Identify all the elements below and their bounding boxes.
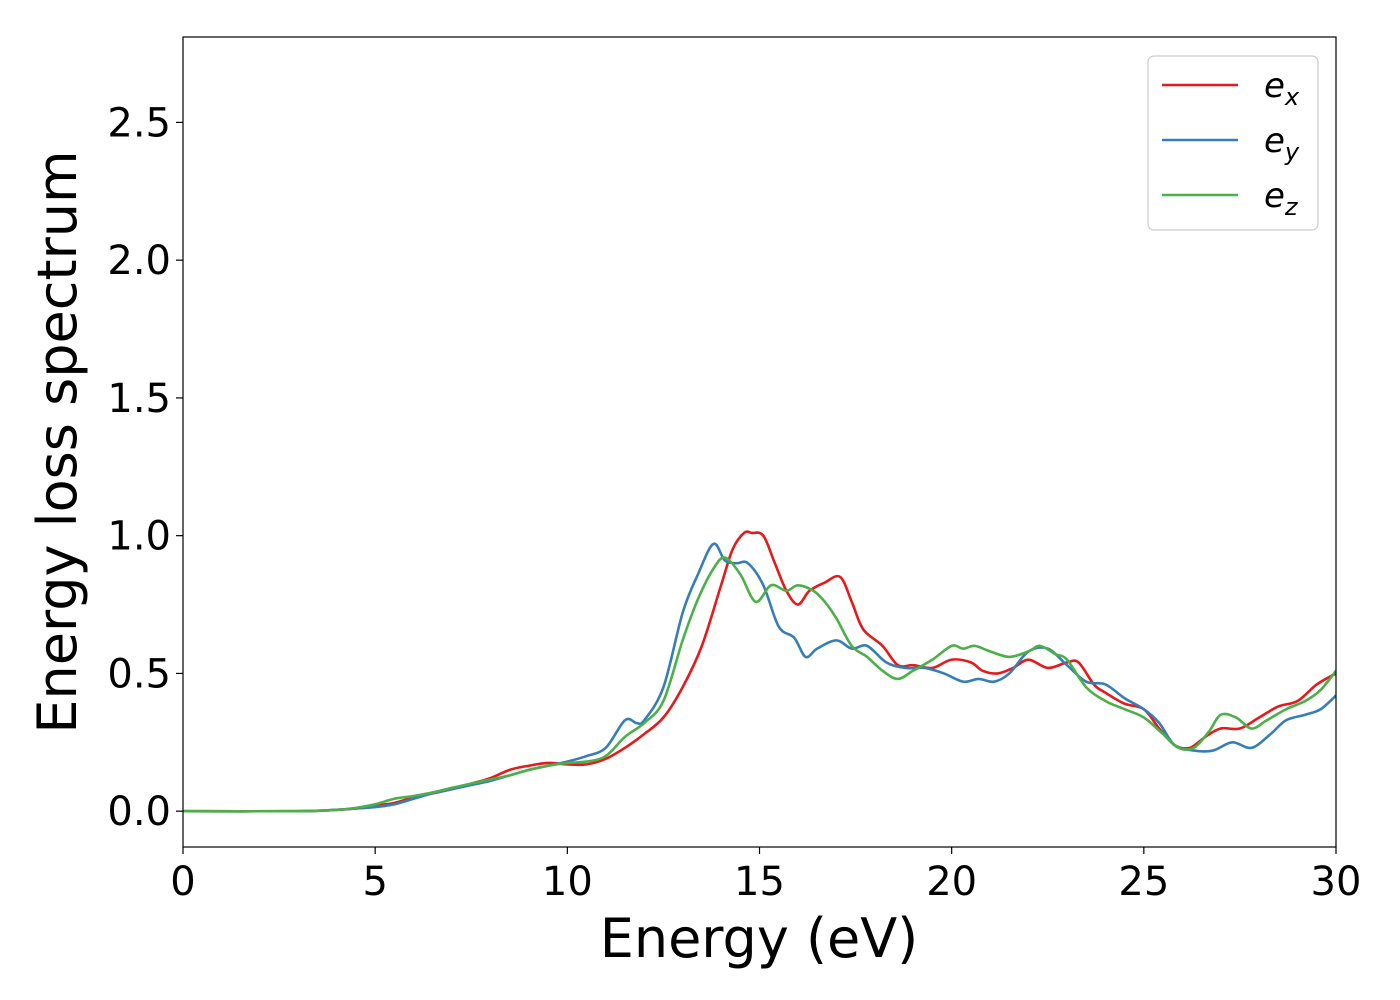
legend-label-e-x: ex — [1264, 66, 1300, 111]
series-line-e-x — [183, 530, 1336, 813]
y-tick-label: 1.0 — [107, 514, 171, 560]
ticks-layer: 0 5 10 15 20 25 30 0.0 0.5 1.0 1.5 2.0 2.5 — [107, 100, 1361, 905]
y-tick-label: 2.5 — [107, 100, 171, 146]
y-axis-label: Energy loss spectrum — [26, 150, 89, 733]
x-tick-label: 25 — [1118, 859, 1169, 905]
x-tick-label: 30 — [1311, 859, 1362, 905]
x-axis-label: Energy (eV) — [600, 907, 919, 970]
x-tick-label: 20 — [926, 859, 977, 905]
legend-label-main: e — [1264, 66, 1285, 106]
legend-label-subscript: x — [1284, 83, 1300, 111]
legend-label-e-y: ey — [1264, 121, 1300, 166]
plot-frame — [182, 36, 1337, 848]
y-tick-label: 0.0 — [107, 789, 171, 835]
x-tick-label: 5 — [362, 859, 387, 905]
y-tick-label: 2.0 — [107, 238, 171, 284]
y-tick-label: 0.5 — [107, 651, 171, 697]
legend-label-main: e — [1264, 176, 1285, 216]
legend-label-main: e — [1264, 121, 1285, 161]
legend-box — [1147, 55, 1319, 231]
series-line-e-y — [183, 542, 1336, 813]
series-line-e-z — [183, 556, 1336, 813]
series-layer — [183, 530, 1336, 813]
x-tick-label: 10 — [542, 859, 593, 905]
x-tick-label: 15 — [734, 859, 785, 905]
legend-label-subscript: y — [1284, 138, 1300, 166]
legend-label-subscript: z — [1284, 193, 1299, 221]
y-tick-label: 1.5 — [107, 376, 171, 422]
legend-label-e-z: ez — [1264, 176, 1299, 221]
x-tick-label: 0 — [170, 859, 195, 905]
